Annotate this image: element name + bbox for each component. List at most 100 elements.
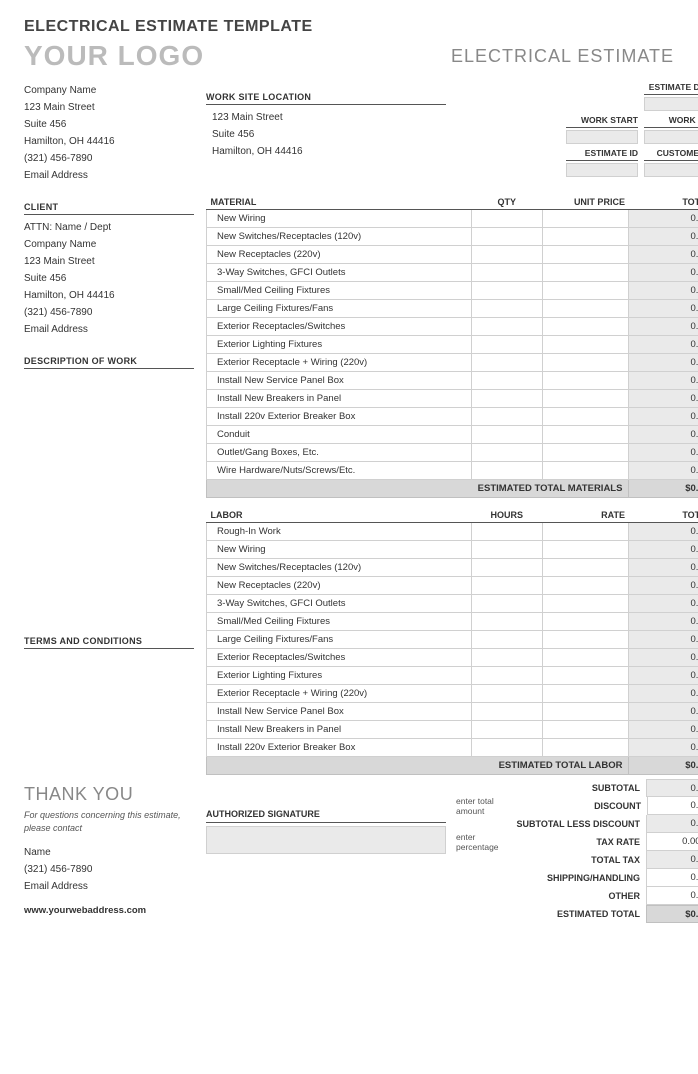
material-name: Exterior Receptacle + Wiring (220v) [207, 354, 472, 372]
row-total: 0.00 [629, 649, 698, 667]
qty-cell[interactable] [471, 318, 542, 336]
qty-cell[interactable] [471, 336, 542, 354]
price-cell[interactable] [542, 444, 629, 462]
rate-cell[interactable] [542, 613, 629, 631]
rate-cell[interactable] [542, 541, 629, 559]
shipping-value[interactable]: 0.00 [646, 869, 698, 887]
hours-cell[interactable] [471, 595, 542, 613]
estimate-date-input[interactable] [644, 97, 698, 111]
price-cell[interactable] [542, 264, 629, 282]
hours-cell[interactable] [471, 541, 542, 559]
price-cell[interactable] [542, 210, 629, 228]
hours-cell[interactable] [471, 559, 542, 577]
rate-cell[interactable] [542, 721, 629, 739]
discount-value[interactable]: 0.00 [647, 797, 698, 815]
price-cell[interactable] [542, 318, 629, 336]
contact-name: Name [24, 844, 194, 861]
hours-cell[interactable] [471, 667, 542, 685]
labor-name: New Switches/Receptacles (120v) [207, 559, 472, 577]
customer-id-input[interactable] [644, 163, 698, 177]
company-phone: (321) 456-7890 [24, 150, 194, 167]
labor-name: 3-Way Switches, GFCI Outlets [207, 595, 472, 613]
qty-cell[interactable] [471, 408, 542, 426]
discount-label: DISCOUNT [529, 801, 647, 811]
price-cell[interactable] [542, 426, 629, 444]
qty-cell[interactable] [471, 246, 542, 264]
row-total: 0.00 [629, 631, 698, 649]
work-end-input[interactable] [644, 130, 698, 144]
qty-cell[interactable] [471, 210, 542, 228]
table-row: Install 220v Exterior Breaker Box0.00 [207, 408, 698, 426]
price-cell[interactable] [542, 282, 629, 300]
price-cell[interactable] [542, 462, 629, 480]
client-name: Company Name [24, 236, 194, 253]
hours-cell[interactable] [471, 577, 542, 595]
qty-cell[interactable] [471, 444, 542, 462]
row-total: 0.00 [629, 444, 698, 462]
rate-cell[interactable] [542, 703, 629, 721]
work-start-input[interactable] [566, 130, 638, 144]
labor-name: Install 220v Exterior Breaker Box [207, 739, 472, 757]
rate-cell[interactable] [542, 577, 629, 595]
estimate-id-input[interactable] [566, 163, 638, 177]
material-name: Wire Hardware/Nuts/Screws/Etc. [207, 462, 472, 480]
row-total: 0.00 [629, 426, 698, 444]
price-cell[interactable] [542, 300, 629, 318]
row-total: 0.00 [629, 246, 698, 264]
material-name: Install New Service Panel Box [207, 372, 472, 390]
price-cell[interactable] [542, 354, 629, 372]
totaltax-value: 0.00 [646, 851, 698, 869]
qty-cell[interactable] [471, 426, 542, 444]
rate-cell[interactable] [542, 595, 629, 613]
hours-cell[interactable] [471, 523, 542, 541]
rate-cell[interactable] [542, 523, 629, 541]
rate-cell[interactable] [542, 739, 629, 757]
other-value[interactable]: 0.00 [646, 887, 698, 905]
row-total: 0.00 [629, 595, 698, 613]
qty-cell[interactable] [471, 300, 542, 318]
rate-cell[interactable] [542, 559, 629, 577]
hours-cell[interactable] [471, 631, 542, 649]
unit-price-header: UNIT PRICE [542, 195, 629, 210]
price-cell[interactable] [542, 390, 629, 408]
price-cell[interactable] [542, 336, 629, 354]
hours-cell[interactable] [471, 613, 542, 631]
company-street: 123 Main Street [24, 99, 194, 116]
qty-cell[interactable] [471, 372, 542, 390]
rate-cell[interactable] [542, 685, 629, 703]
row-total: 0.00 [629, 354, 698, 372]
hours-cell[interactable] [471, 739, 542, 757]
hours-cell[interactable] [471, 685, 542, 703]
table-row: Wire Hardware/Nuts/Screws/Etc.0.00 [207, 462, 698, 480]
qty-cell[interactable] [471, 264, 542, 282]
table-row: New Receptacles (220v)0.00 [207, 577, 698, 595]
taxrate-value[interactable]: 0.00% [646, 833, 698, 851]
labor-name: Install New Service Panel Box [207, 703, 472, 721]
totaltax-label: TOTAL TAX [526, 855, 646, 865]
price-cell[interactable] [542, 408, 629, 426]
rate-cell[interactable] [542, 667, 629, 685]
hours-cell[interactable] [471, 649, 542, 667]
price-cell[interactable] [542, 228, 629, 246]
qty-cell[interactable] [471, 390, 542, 408]
estimate-date-label: ESTIMATE DATE [644, 82, 698, 95]
terms-label: TERMS AND CONDITIONS [24, 636, 194, 649]
hours-cell[interactable] [471, 721, 542, 739]
table-row: 3-Way Switches, GFCI Outlets0.00 [207, 264, 698, 282]
client-city: Hamilton, OH 44416 [24, 287, 194, 304]
qty-cell[interactable] [471, 354, 542, 372]
rate-cell[interactable] [542, 631, 629, 649]
row-total: 0.00 [629, 336, 698, 354]
price-cell[interactable] [542, 372, 629, 390]
qty-cell[interactable] [471, 228, 542, 246]
rate-cell[interactable] [542, 649, 629, 667]
price-cell[interactable] [542, 246, 629, 264]
material-header: MATERIAL [207, 195, 472, 210]
hours-cell[interactable] [471, 703, 542, 721]
qty-cell[interactable] [471, 282, 542, 300]
table-row: Small/Med Ceiling Fixtures0.00 [207, 282, 698, 300]
total-header: TOTAL [629, 195, 698, 210]
qty-cell[interactable] [471, 462, 542, 480]
discount-note: enter total amount [456, 796, 523, 816]
signature-area[interactable] [206, 826, 446, 854]
